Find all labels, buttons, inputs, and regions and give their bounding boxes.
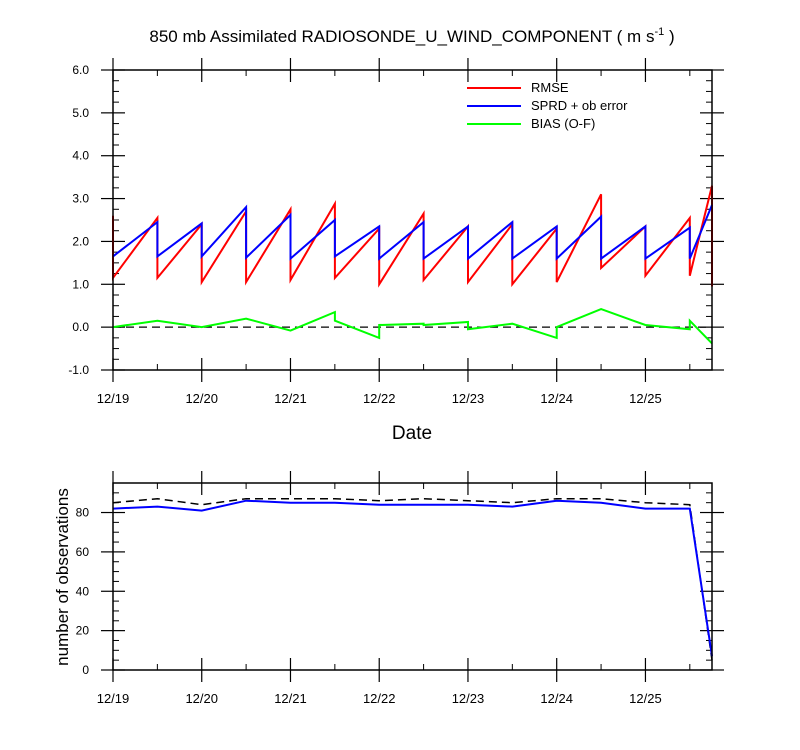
bottom-x-tick-label: 12/19	[97, 691, 130, 706]
chart-title-superscript: -1	[654, 26, 664, 38]
top-x-tick-label: 12/25	[629, 391, 662, 406]
top-x-tick-label: 12/21	[274, 391, 307, 406]
top-series-bias-o-f	[112, 308, 713, 345]
bottom-x-tick-label: 12/22	[363, 691, 396, 706]
top-x-axis-label: Date	[392, 423, 432, 444]
top-x-tick-label: 12/20	[185, 391, 218, 406]
top-y-tick-label: 5.0	[72, 106, 89, 120]
legend-label-bias: BIAS (O-F)	[531, 116, 595, 131]
top-x-tick-label: 12/19	[97, 391, 130, 406]
bottom-y-tick-label: 0	[82, 663, 89, 677]
top-x-tick-label: 12/22	[363, 391, 396, 406]
bottom-series-assimilated-observations	[112, 499, 713, 657]
top-tick-marks	[101, 58, 724, 382]
top-y-tick-label: 6.0	[72, 63, 89, 77]
bottom-series-lines	[112, 497, 713, 661]
top-y-tick-label: 0.0	[72, 320, 89, 334]
top-y-tick-label: 2.0	[72, 234, 89, 248]
top-y-tick-label: -1.0	[68, 363, 89, 377]
bottom-series-total-observations	[112, 497, 713, 661]
legend-label-sprd: SPRD + ob error	[531, 98, 628, 113]
top-x-tick-labels: 12/19 12/20 12/21 12/22 12/23 12/24 12/25	[97, 391, 662, 406]
top-y-tick-label: 4.0	[72, 149, 89, 163]
bottom-plot-frame	[112, 482, 713, 671]
bottom-x-tick-label: 12/25	[629, 691, 662, 706]
bottom-x-tick-label: 12/23	[452, 691, 485, 706]
top-y-tick-label: 1.0	[72, 277, 89, 291]
bottom-y-tick-label: 80	[76, 506, 90, 520]
bottom-y-tick-label: 40	[76, 584, 90, 598]
legend: RMSE SPRD + ob error BIAS (O-F)	[467, 80, 628, 131]
bottom-tick-marks	[101, 471, 724, 682]
top-plot-frame	[112, 69, 713, 371]
bottom-x-tick-label: 12/20	[185, 691, 218, 706]
chart-title-end: )	[664, 27, 674, 46]
top-x-tick-label: 12/23	[452, 391, 485, 406]
top-series-sprd-ob-error	[112, 204, 713, 261]
top-series-rmse	[112, 185, 713, 288]
bottom-y-tick-label: 60	[76, 545, 90, 559]
bottom-x-tick-label: 12/21	[274, 691, 307, 706]
top-series-lines	[112, 185, 713, 345]
legend-label-rmse: RMSE	[531, 80, 569, 95]
bottom-y-tick-label: 20	[76, 624, 90, 638]
chart-title-main: 850 mb Assimilated RADIOSONDE_U_WIND_COM…	[149, 27, 654, 46]
bottom-y-axis-label: number of observations	[53, 488, 72, 666]
bottom-x-tick-labels: 12/19 12/20 12/21 12/22 12/23 12/24 12/25	[97, 691, 662, 706]
top-y-tick-label: 3.0	[72, 192, 89, 206]
bottom-panel: 0 20 40 60 80 12/19 12/20 12/21 12/22 12/23 12/24…	[53, 471, 724, 706]
top-x-tick-label: 12/24	[540, 391, 573, 406]
bottom-y-tick-labels: 0 20 40 60 80	[76, 506, 90, 677]
bottom-x-tick-label: 12/24	[540, 691, 573, 706]
top-panel: -1.0 0.0 1.0 2.0 3.0 4.0 5.0 6.0 12/19 12/20 12/2…	[68, 58, 724, 444]
chart-title: 850 mb Assimilated RADIOSONDE_U_WIND_COM…	[149, 26, 674, 46]
top-y-tick-labels: -1.0 0.0 1.0 2.0 3.0 4.0 5.0 6.0	[68, 63, 89, 377]
